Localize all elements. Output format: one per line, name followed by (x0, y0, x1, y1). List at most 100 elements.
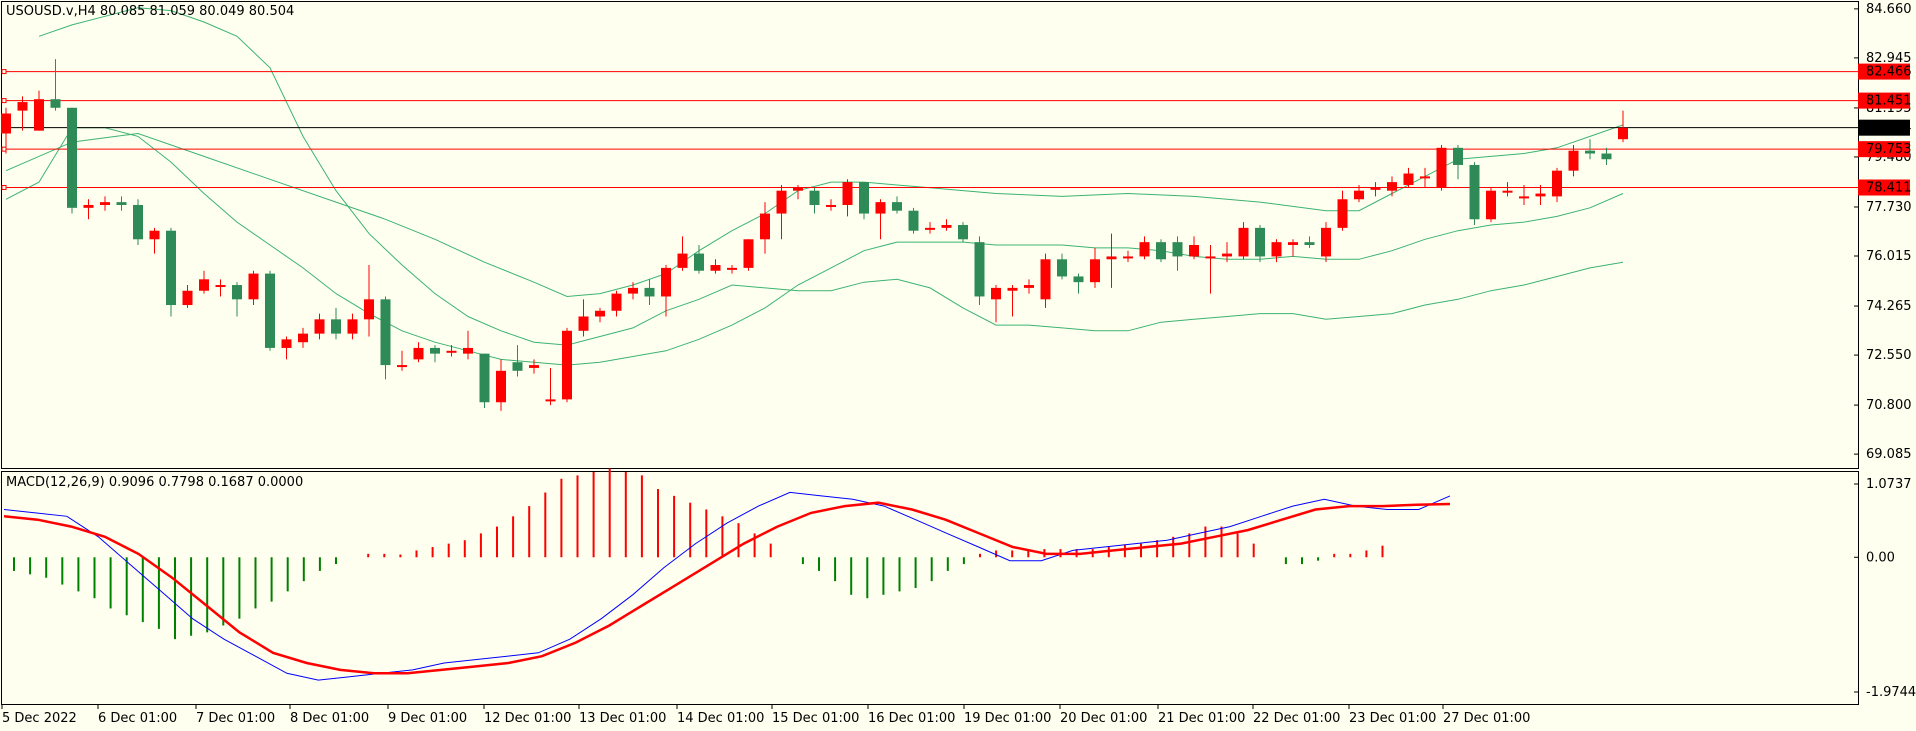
level-price-label: 81.451 (1866, 94, 1912, 109)
candle-body (1387, 182, 1397, 191)
candle-body (974, 242, 985, 297)
candle-body (1139, 242, 1150, 257)
time-tick-label: 16 Dec 01:00 (868, 711, 955, 726)
candle-body (331, 319, 341, 334)
candle-body (826, 204, 836, 207)
candle-body (1519, 196, 1529, 199)
candle-body (1618, 127, 1628, 140)
time-tick-label: 9 Dec 01:00 (388, 711, 467, 726)
candle-body (1189, 245, 1199, 257)
candle-body (776, 190, 787, 214)
time-tick-label: 6 Dec 01:00 (98, 711, 177, 726)
candle-body (364, 299, 374, 320)
time-tick-label: 22 Dec 01:00 (1253, 711, 1340, 726)
candle-body (958, 224, 968, 240)
candle-body (215, 285, 226, 288)
level-price-label: 79.753 (1866, 142, 1912, 157)
candle-body (628, 287, 638, 294)
level-anchor-handle[interactable] (1, 69, 7, 75)
time-tick-label: 20 Dec 01:00 (1060, 711, 1147, 726)
candle-body (149, 230, 160, 240)
symbol-header: USOUSD.v,H4 80.085 81.059 80.049 80.504 (6, 4, 294, 19)
candle-body (1370, 187, 1381, 190)
macd-header: MACD(12,26,9) 0.9096 0.7798 0.1687 0.000… (6, 475, 303, 490)
candle-body (1040, 259, 1051, 300)
level-anchor-handle[interactable] (1, 146, 7, 152)
candle-body (1123, 256, 1133, 259)
bollinger-band-lower (38, 7, 1624, 346)
candle-body (1172, 242, 1183, 257)
time-tick-label: 14 Dec 01:00 (677, 711, 764, 726)
candle-body (1007, 287, 1018, 291)
candle-body (892, 202, 902, 211)
price-tick-label: 74.265 (1866, 299, 1912, 314)
candle-body (479, 353, 490, 403)
time-tick-label: 8 Dec 01:00 (290, 711, 369, 726)
candle-body (529, 365, 539, 368)
candle-body (1222, 253, 1232, 257)
level-anchor-handle[interactable] (1, 185, 7, 191)
candle-body (1502, 190, 1513, 193)
price-tick-label: 72.550 (1866, 348, 1912, 363)
macd-signal-line (3, 501, 1451, 675)
candle-body (100, 202, 110, 205)
candle-body (941, 224, 952, 228)
candle-body (298, 333, 308, 343)
candle-body (34, 99, 44, 131)
candle-body (1, 113, 11, 134)
candle-body (314, 319, 325, 334)
level-price-label: 82.466 (1866, 65, 1912, 80)
candle-body (281, 339, 292, 348)
candle-body (644, 287, 655, 297)
level-price-label: 78.411 (1866, 181, 1912, 196)
candle-body (743, 239, 754, 268)
price-tick-label: 76.015 (1866, 249, 1912, 264)
candle-body (496, 370, 506, 403)
macd-tick-label: 0.00 (1866, 550, 1895, 565)
time-tick-label: 19 Dec 01:00 (964, 711, 1051, 726)
candle-body (182, 290, 193, 306)
candle-body (430, 347, 440, 354)
candle-body (694, 253, 704, 271)
candle-body (760, 213, 770, 240)
time-tick-label: 27 Dec 01:00 (1443, 711, 1530, 726)
macd-panel-frame (1, 471, 1859, 705)
candle-body (1469, 164, 1480, 220)
candle-body (380, 299, 391, 366)
level-price-tag (1858, 92, 1910, 109)
level-price-tag (1858, 141, 1910, 158)
time-tick-label: 12 Dec 01:00 (484, 711, 571, 726)
candle-body (512, 362, 523, 371)
current-price-label: 80.504 (1866, 121, 1912, 136)
candle-body (727, 267, 737, 270)
candle-body (1321, 227, 1331, 257)
candle-body (1585, 150, 1595, 154)
current-price-tag (1858, 119, 1910, 136)
candle-body (347, 319, 358, 334)
candle-body (578, 316, 589, 331)
time-tick-label: 15 Dec 01:00 (772, 711, 859, 726)
candle-body (1090, 259, 1100, 283)
candle-body (1156, 242, 1166, 260)
macd-main-line (3, 491, 1451, 681)
candle-body (1024, 285, 1034, 288)
candle-body (1568, 150, 1579, 171)
candle-body (67, 107, 77, 208)
candle-body (809, 190, 820, 205)
candle-body (595, 310, 605, 317)
candle-body (232, 285, 242, 300)
candle-body (1271, 242, 1282, 257)
candle-body (677, 253, 688, 268)
candle-body (50, 99, 61, 108)
candle-body (446, 350, 457, 353)
price-tick-label: 84.660 (1866, 2, 1912, 17)
candle-body (1403, 173, 1414, 185)
price-tick-label: 82.945 (1866, 51, 1912, 66)
candle-body (925, 227, 935, 230)
candle-body (661, 267, 671, 297)
level-anchor-handle[interactable] (1, 98, 7, 104)
candle-body (248, 273, 259, 300)
candle-body (545, 399, 556, 402)
